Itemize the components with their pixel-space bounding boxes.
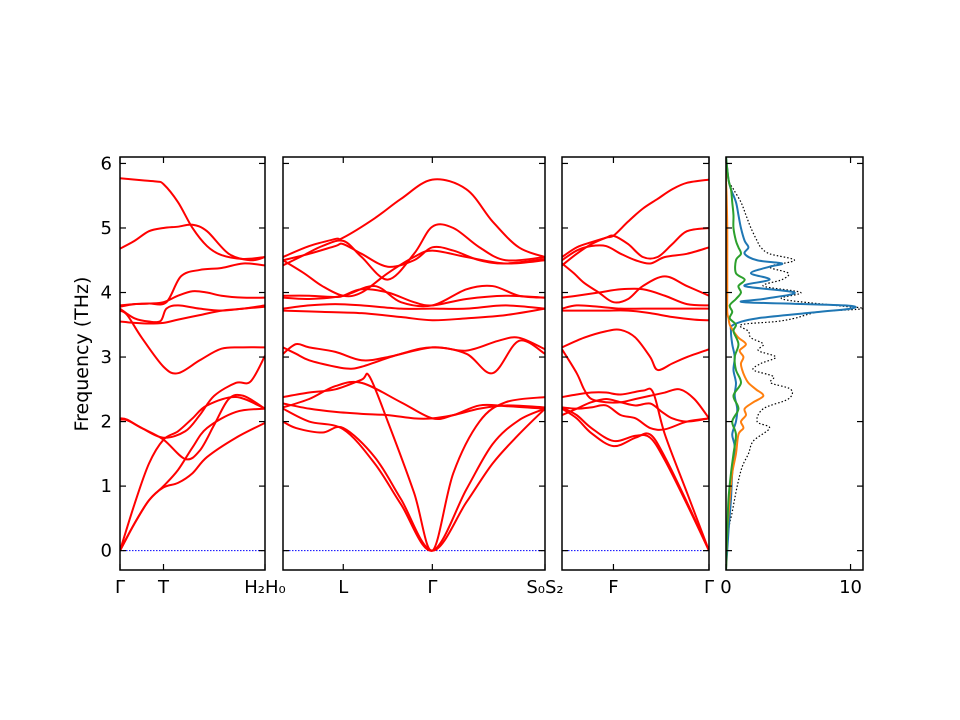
band-panel-3-curves — [562, 178, 709, 552]
band-line-3-3 — [562, 387, 709, 551]
dos-curve-3 — [726, 157, 765, 570]
band-line-2-9 — [283, 303, 545, 310]
band-line-1-2 — [120, 407, 265, 552]
band-line-3-2 — [562, 406, 709, 552]
y-tick-label: 1 — [101, 476, 112, 497]
band-line-2-15 — [283, 178, 545, 258]
y-tick-label: 6 — [101, 153, 112, 174]
band-panel-3-frame — [561, 156, 710, 571]
x-tick-label: T — [157, 577, 170, 598]
band-line-2-12 — [283, 249, 545, 298]
band-line-3-8 — [562, 309, 709, 322]
y-tick-label: 5 — [101, 218, 112, 239]
x-tick-label: H₂H₀ — [244, 577, 286, 598]
x-tick-label: Γ — [704, 577, 714, 598]
x-tick-label: F — [608, 577, 618, 598]
dos-panel-frame — [725, 156, 864, 571]
band-line-3-11 — [562, 262, 709, 304]
band-line-1-5 — [120, 355, 265, 439]
band-line-3-10 — [562, 287, 709, 307]
y-axis-label: Frequency (THz) — [71, 277, 93, 432]
band-line-1-3 — [120, 396, 265, 551]
band-line-2-7 — [283, 336, 545, 362]
band-line-2-14 — [283, 223, 545, 281]
x-tick-label: S₀S₂ — [526, 577, 563, 598]
band-line-3-9 — [562, 304, 709, 310]
band-panel-2-frame — [282, 156, 546, 571]
x-tick-label: Γ — [115, 577, 125, 598]
band-line-3-14 — [562, 178, 709, 267]
band-line-3-5 — [562, 397, 709, 423]
band-line-1-8 — [120, 304, 265, 324]
band-panel-1-curves — [120, 177, 265, 552]
band-line-2-13 — [283, 242, 545, 268]
dos-curve-4 — [726, 157, 746, 570]
band-line-1-10 — [120, 262, 265, 308]
band-line-3-4 — [562, 404, 709, 431]
band-line-2-4 — [283, 402, 545, 420]
band-line-3-7 — [562, 328, 709, 372]
y-tick-label: 4 — [101, 283, 112, 304]
band-line-2-5 — [283, 380, 545, 421]
dos-x-tick-label: 0 — [720, 577, 731, 598]
band-line-1-12 — [120, 177, 265, 260]
band-panel-1-frame — [119, 156, 266, 571]
dos-x-tick-label: 10 — [839, 577, 862, 598]
band-line-1-11 — [120, 223, 265, 262]
band-line-3-1 — [562, 407, 709, 552]
y-tick-label: 3 — [101, 347, 112, 368]
y-tick-label: 2 — [101, 412, 112, 433]
band-line-2-2 — [283, 407, 545, 552]
dos-panel-curves — [726, 157, 863, 570]
y-tick-label: 0 — [101, 541, 112, 562]
band-line-3-6 — [562, 348, 709, 419]
band-line-2-11 — [283, 288, 545, 307]
band-line-2-3 — [283, 372, 545, 552]
x-tick-label: Γ — [427, 577, 437, 598]
band-line-1-6 — [120, 309, 265, 375]
dos-curve-2 — [726, 157, 857, 570]
band-line-2-8 — [283, 307, 545, 322]
band-line-2-1 — [283, 407, 545, 552]
x-tick-label: L — [338, 577, 348, 598]
band-line-2-10 — [283, 284, 545, 308]
band-line-1-1 — [120, 421, 265, 552]
band-line-2-6 — [283, 339, 545, 375]
band-line-3-13 — [562, 226, 709, 260]
dos-curve-1 — [726, 157, 863, 570]
band-panel-2-curves — [283, 178, 545, 552]
